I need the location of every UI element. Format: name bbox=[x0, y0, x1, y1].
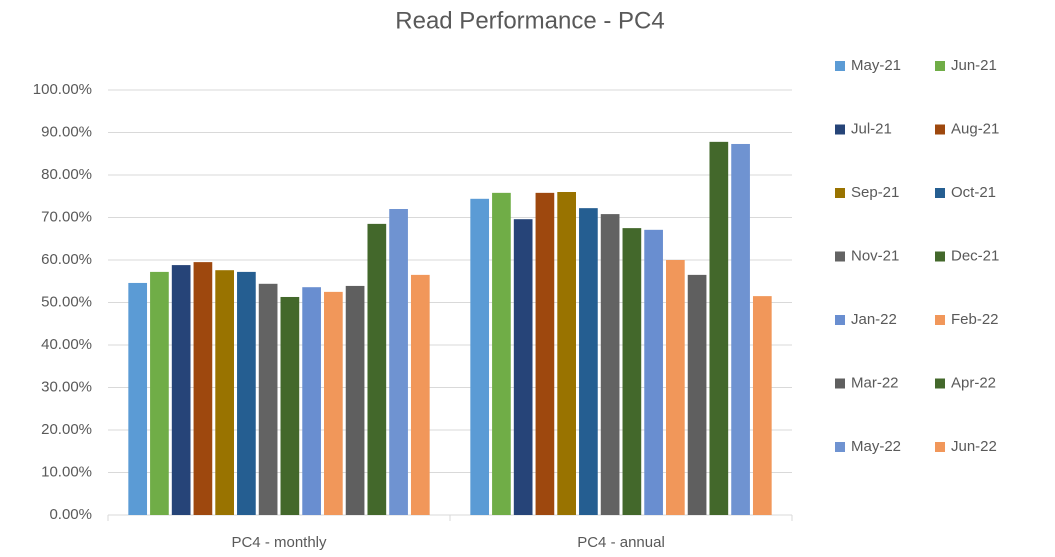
legend-swatch bbox=[835, 442, 845, 452]
legend-label: Feb-22 bbox=[951, 311, 999, 328]
legend-label: Mar-22 bbox=[851, 374, 899, 391]
legend-label: Nov-21 bbox=[851, 247, 899, 264]
chart-title: Read Performance - PC4 bbox=[395, 7, 664, 34]
bar bbox=[535, 192, 555, 515]
legend-swatch bbox=[835, 251, 845, 262]
bar bbox=[752, 296, 772, 515]
legend-label: Jan-22 bbox=[851, 311, 897, 328]
legend-label: May-22 bbox=[851, 438, 901, 455]
legend-swatch bbox=[935, 251, 945, 262]
legend-label: May-21 bbox=[851, 57, 901, 74]
bar bbox=[622, 228, 642, 515]
y-tick-label: 30.00% bbox=[41, 378, 92, 395]
bar bbox=[709, 141, 729, 515]
legend-label: Dec-21 bbox=[951, 247, 999, 264]
bar bbox=[324, 291, 343, 515]
legend-label: Jun-21 bbox=[951, 57, 997, 74]
bar bbox=[389, 209, 408, 515]
legend-swatch bbox=[935, 378, 945, 389]
legend-label: Oct-21 bbox=[951, 184, 996, 201]
bar bbox=[731, 143, 750, 515]
bar bbox=[367, 223, 387, 515]
bar bbox=[492, 192, 511, 515]
x-tick-label: PC4 - annual bbox=[577, 534, 665, 551]
bar bbox=[215, 270, 234, 515]
bar bbox=[687, 274, 707, 515]
bar bbox=[150, 271, 169, 515]
legend-swatch bbox=[835, 188, 845, 198]
bar bbox=[302, 287, 321, 515]
y-tick-label: 20.00% bbox=[41, 421, 92, 438]
bar bbox=[666, 260, 685, 515]
bar bbox=[193, 262, 213, 515]
legend-label: Jul-21 bbox=[851, 120, 892, 137]
y-tick-label: 60.00% bbox=[41, 251, 92, 268]
legend-swatch bbox=[835, 315, 845, 325]
legend-label: Sep-21 bbox=[851, 184, 899, 201]
bar bbox=[128, 282, 148, 515]
y-tick-label: 70.00% bbox=[41, 208, 92, 225]
bar bbox=[600, 214, 620, 515]
legend-swatch bbox=[935, 442, 945, 452]
legend-label: Apr-22 bbox=[951, 374, 996, 391]
bar bbox=[644, 229, 663, 515]
bar bbox=[470, 198, 490, 516]
bar bbox=[410, 274, 430, 515]
bar bbox=[237, 271, 256, 515]
legend-swatch bbox=[935, 124, 945, 135]
legend-swatch bbox=[935, 315, 945, 325]
legend-swatch bbox=[835, 61, 845, 71]
legend-swatch bbox=[835, 378, 845, 389]
legend-label: Jun-22 bbox=[951, 438, 997, 455]
legend-swatch bbox=[935, 61, 945, 71]
y-tick-label: 100.00% bbox=[33, 81, 92, 98]
bar bbox=[258, 283, 278, 515]
y-tick-label: 10.00% bbox=[41, 463, 92, 480]
bar bbox=[513, 219, 533, 515]
y-tick-label: 0.00% bbox=[49, 506, 92, 523]
legend-label: Aug-21 bbox=[951, 120, 999, 137]
bar bbox=[280, 296, 300, 515]
y-tick-label: 90.00% bbox=[41, 123, 92, 140]
y-tick-label: 40.00% bbox=[41, 336, 92, 353]
bar bbox=[557, 192, 576, 515]
bar bbox=[579, 208, 598, 515]
y-tick-label: 50.00% bbox=[41, 293, 92, 310]
legend-swatch bbox=[935, 188, 945, 198]
x-tick-label: PC4 - monthly bbox=[231, 534, 327, 551]
bar bbox=[345, 285, 365, 515]
bar bbox=[171, 265, 191, 515]
y-tick-label: 80.00% bbox=[41, 166, 92, 183]
legend-swatch bbox=[835, 124, 845, 135]
